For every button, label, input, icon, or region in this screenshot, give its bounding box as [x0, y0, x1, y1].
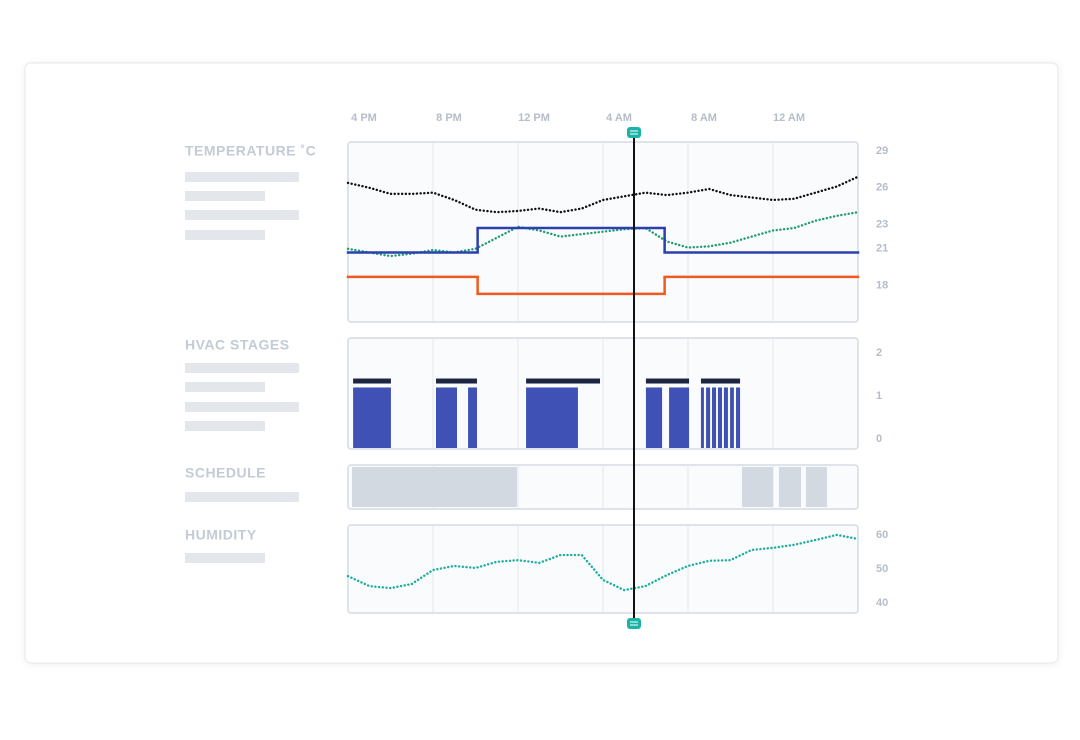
schedule-block [805, 467, 827, 507]
y-tick-label: 21 [876, 243, 888, 255]
stage-bar [700, 378, 741, 384]
placeholder [185, 382, 265, 392]
stage-bar [526, 378, 601, 384]
y-tick-label: 18 [876, 279, 888, 291]
y-tick-label: 29 [876, 145, 888, 157]
y-tick-label: 0 [876, 433, 882, 445]
stage-bar [736, 387, 741, 448]
stage-bar [730, 387, 734, 448]
stage-bar [712, 387, 717, 448]
placeholder [185, 172, 299, 182]
x-tick-label: 4 AM [606, 112, 632, 124]
cursor-handle[interactable] [627, 127, 641, 138]
panel-title: SCHEDULE [185, 465, 266, 481]
charts: TEMPERATURE ˚C 4 PM 8 PM 12 PM 4 AM 8 AM 12 AM… [185, 112, 888, 614]
placeholder [185, 191, 265, 201]
schedule-block [741, 467, 773, 507]
stage-bar [526, 387, 578, 448]
y-tick-label: 60 [876, 529, 888, 541]
x-tick-label: 12 AM [773, 112, 805, 124]
cursor-handle[interactable] [627, 618, 641, 629]
stage-bar [353, 378, 391, 384]
placeholder [185, 492, 299, 502]
placeholder [185, 553, 265, 563]
series-line [346, 175, 860, 214]
stage-bar [468, 387, 477, 448]
time-cursor[interactable] [627, 127, 641, 629]
placeholder [185, 421, 265, 431]
stage-bar [717, 387, 722, 448]
x-tick-label: 8 PM [436, 112, 462, 124]
panel-title: TEMPERATURE ˚C [185, 143, 316, 159]
series-line [346, 210, 860, 258]
panel-title: HUMIDITY [185, 527, 257, 543]
stage-bar [700, 387, 704, 448]
y-tick-label: 26 [876, 182, 888, 194]
x-tick-label: 4 PM [351, 112, 377, 124]
schedule-block [352, 467, 517, 507]
schedule-block [778, 467, 802, 507]
placeholder [185, 230, 265, 240]
placeholder [185, 210, 299, 220]
stage-bar [435, 387, 458, 448]
y-tick-label: 2 [876, 347, 882, 359]
stage-bar [645, 378, 690, 384]
placeholders [185, 172, 299, 563]
stage-bar [435, 378, 477, 384]
x-tick-label: 12 PM [518, 112, 550, 124]
y-tick-label: 50 [876, 563, 888, 575]
y-tick-label: 40 [876, 597, 888, 609]
panel-title: HVAC STAGES [185, 337, 290, 353]
x-tick-label: 8 AM [691, 112, 717, 124]
y-tick-label: 23 [876, 218, 888, 230]
placeholder [185, 363, 299, 373]
stage-bar [669, 387, 690, 448]
series-line [346, 533, 860, 592]
y-tick-label: 1 [876, 390, 882, 402]
stage-bar [353, 387, 391, 448]
placeholder [185, 402, 299, 412]
stage-bar [706, 387, 711, 448]
stage-bar [723, 387, 728, 448]
stage-bar [645, 387, 663, 448]
